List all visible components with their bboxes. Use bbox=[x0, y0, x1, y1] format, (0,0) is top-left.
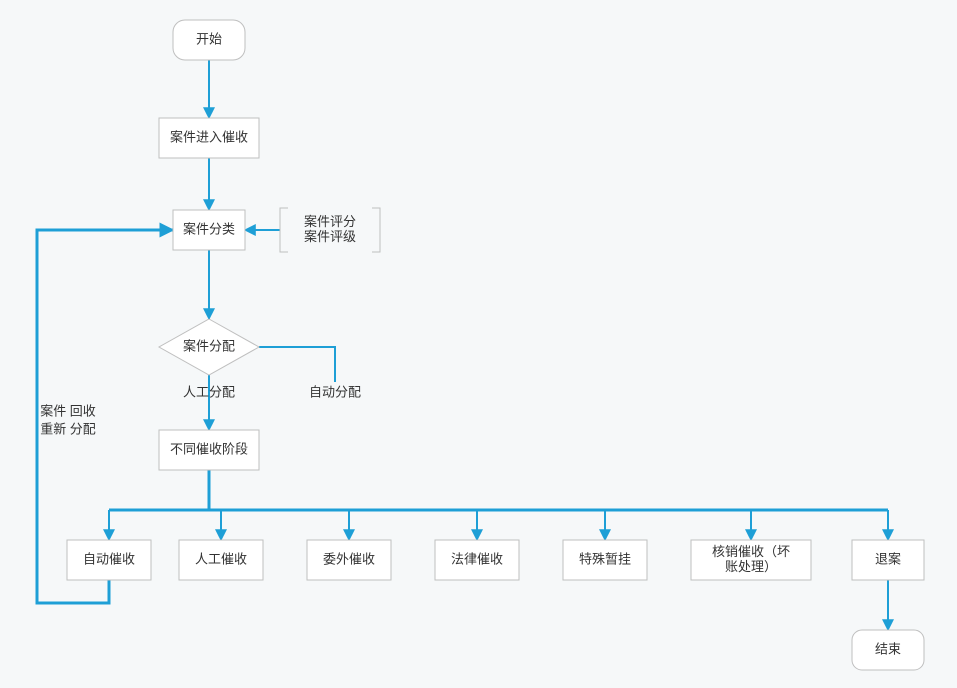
node-label-classify: 案件分类 bbox=[183, 221, 235, 236]
node-c1: 自动催收 bbox=[67, 540, 151, 580]
node-label-assign: 案件分配 bbox=[183, 338, 235, 353]
node-c4: 法律催收 bbox=[435, 540, 519, 580]
node-label-end: 结束 bbox=[875, 641, 901, 656]
edge-label-manual: 人工分配 bbox=[183, 384, 235, 399]
node-label-c3: 委外催收 bbox=[323, 551, 375, 566]
edge-label-auto: 自动分配 bbox=[309, 384, 361, 399]
node-c3: 委外催收 bbox=[307, 540, 391, 580]
edge-label-recover2: 重新 分配 bbox=[40, 421, 96, 436]
node-label-start: 开始 bbox=[196, 31, 222, 46]
node-c6: 核销催收（坏账处理） bbox=[691, 540, 811, 580]
node-c2: 人工催收 bbox=[179, 540, 263, 580]
node-label-enterCollect: 案件进入催收 bbox=[170, 129, 248, 144]
node-start: 开始 bbox=[173, 20, 245, 60]
edge-labels-layer: 人工分配 自动分配案件 回收重新 分配 bbox=[40, 384, 361, 436]
node-assign: 案件分配 bbox=[159, 319, 259, 375]
node-label-c6-1: 账处理） bbox=[725, 559, 777, 574]
node-enterCollect: 案件进入催收 bbox=[159, 118, 259, 158]
node-label-c5: 特殊暂挂 bbox=[579, 551, 631, 566]
node-label-c4: 法律催收 bbox=[451, 551, 503, 566]
node-annotation: 案件评分案件评级 bbox=[280, 208, 380, 252]
node-label-c6-0: 核销催收（坏 bbox=[712, 544, 790, 559]
node-c7: 退案 bbox=[852, 540, 924, 580]
node-label-c7: 退案 bbox=[875, 551, 901, 566]
node-classify: 案件分类 bbox=[173, 210, 245, 250]
node-label-c1: 自动催收 bbox=[83, 551, 135, 566]
node-end: 结束 bbox=[852, 630, 924, 670]
node-label-c2: 人工催收 bbox=[195, 551, 247, 566]
node-label-annotation-1: 案件评级 bbox=[304, 229, 356, 244]
nodes-layer: 开始案件进入催收案件分类 案件评分案件评级案件分配不同催收阶段自动催收 人工催收 委外… bbox=[67, 20, 924, 670]
edge bbox=[259, 347, 335, 382]
node-label-annotation-0: 案件评分 bbox=[304, 214, 356, 229]
node-label-stage: 不同催收阶段 bbox=[170, 441, 248, 456]
edge-label-recover1: 案件 回收 bbox=[40, 403, 96, 418]
node-c5: 特殊暂挂 bbox=[563, 540, 647, 580]
node-stage: 不同催收阶段 bbox=[159, 430, 259, 470]
